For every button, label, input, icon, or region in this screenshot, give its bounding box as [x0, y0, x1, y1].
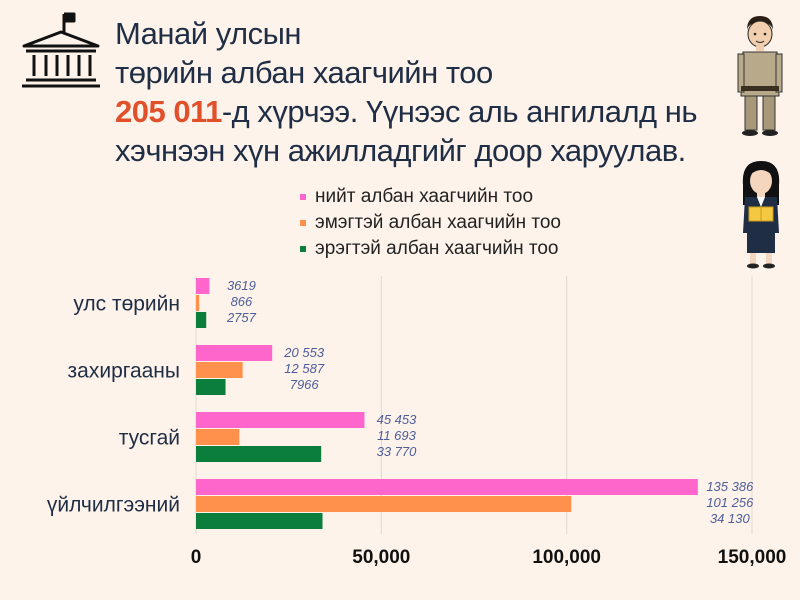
title-line-1: Манай улсын — [115, 16, 302, 51]
legend-label: нийт албан хаагчийн тоо — [315, 186, 534, 207]
woman-figure-icon — [742, 161, 780, 269]
legend-label: эмэгтэй албан хаагчийн тоо — [315, 212, 561, 233]
x-tick-label: 50,000 — [352, 547, 410, 568]
bar — [196, 412, 365, 428]
bar — [196, 379, 226, 395]
category-label: улс төрийн — [73, 293, 180, 316]
data-label: 866 — [231, 294, 253, 309]
bar — [196, 446, 322, 462]
title-line-2: төрийн албан хаагчийн тоо — [115, 55, 493, 90]
bar — [196, 295, 200, 311]
title-line-3-rest: -д хүрчээ. Үүнээс аль ангилалд нь — [221, 94, 698, 129]
data-label: 135 386 — [706, 479, 754, 494]
data-label: 3619 — [227, 278, 256, 293]
title-line-3: 205 011-д хүрчээ. Үүнээс аль ангилалд нь — [115, 92, 725, 131]
page-title: Манай улсын төрийн албан хаагчийн тоо 20… — [115, 14, 725, 170]
legend-swatch-orange — [300, 220, 306, 226]
bar — [196, 496, 572, 512]
man-figure-icon — [737, 16, 783, 136]
bar — [196, 362, 243, 378]
chart-grid — [195, 276, 753, 534]
total-count-highlight: 205 011 — [115, 94, 222, 129]
chart-bars — [196, 278, 698, 529]
x-axis-ticks: 0 50,000 100,000 150,000 — [191, 547, 787, 568]
data-label: 7966 — [290, 377, 320, 392]
data-label: 11 693 — [377, 428, 417, 443]
legend-item-male: эрэгтэй албан хаагчийн тоо — [300, 236, 561, 262]
legend-swatch-pink — [300, 194, 306, 200]
category-label: захиргааны — [68, 360, 180, 383]
data-label: 101 256 — [706, 495, 754, 510]
legend-item-total: нийт албан хаагчийн тоо — [300, 184, 561, 210]
legend-label: эрэгтэй албан хаагчийн тоо — [315, 238, 559, 259]
legend-swatch-green — [300, 246, 306, 252]
data-label: 34 130 — [710, 511, 751, 526]
category-label: тусгай — [119, 427, 180, 450]
data-label: 45 453 — [377, 412, 418, 427]
bar — [196, 479, 698, 495]
bar — [196, 345, 273, 361]
x-tick-label: 100,000 — [532, 547, 601, 568]
x-tick-label: 150,000 — [718, 547, 787, 568]
data-label: 20 553 — [283, 345, 325, 360]
bar — [196, 429, 240, 445]
category-labels: улс төрийн захиргааны тусгай үйлчилгээний — [47, 293, 180, 517]
bar — [196, 278, 210, 294]
legend-item-female: эмэгтэй албан хаагчийн тоо — [300, 210, 561, 236]
x-tick-label: 0 — [191, 547, 202, 568]
bar — [196, 312, 207, 328]
title-line-4: хэчнээн хүн ажилладгийг доор харуулав. — [115, 133, 686, 168]
government-building-icon — [22, 12, 100, 88]
data-label: 2757 — [226, 310, 257, 325]
data-label: 33 770 — [377, 444, 418, 459]
data-label: 12 587 — [284, 361, 325, 376]
category-label: үйлчилгээний — [47, 494, 180, 517]
chart-legend: нийт албан хаагчийн тоо эмэгтэй албан ха… — [300, 184, 561, 262]
bar — [196, 513, 323, 529]
